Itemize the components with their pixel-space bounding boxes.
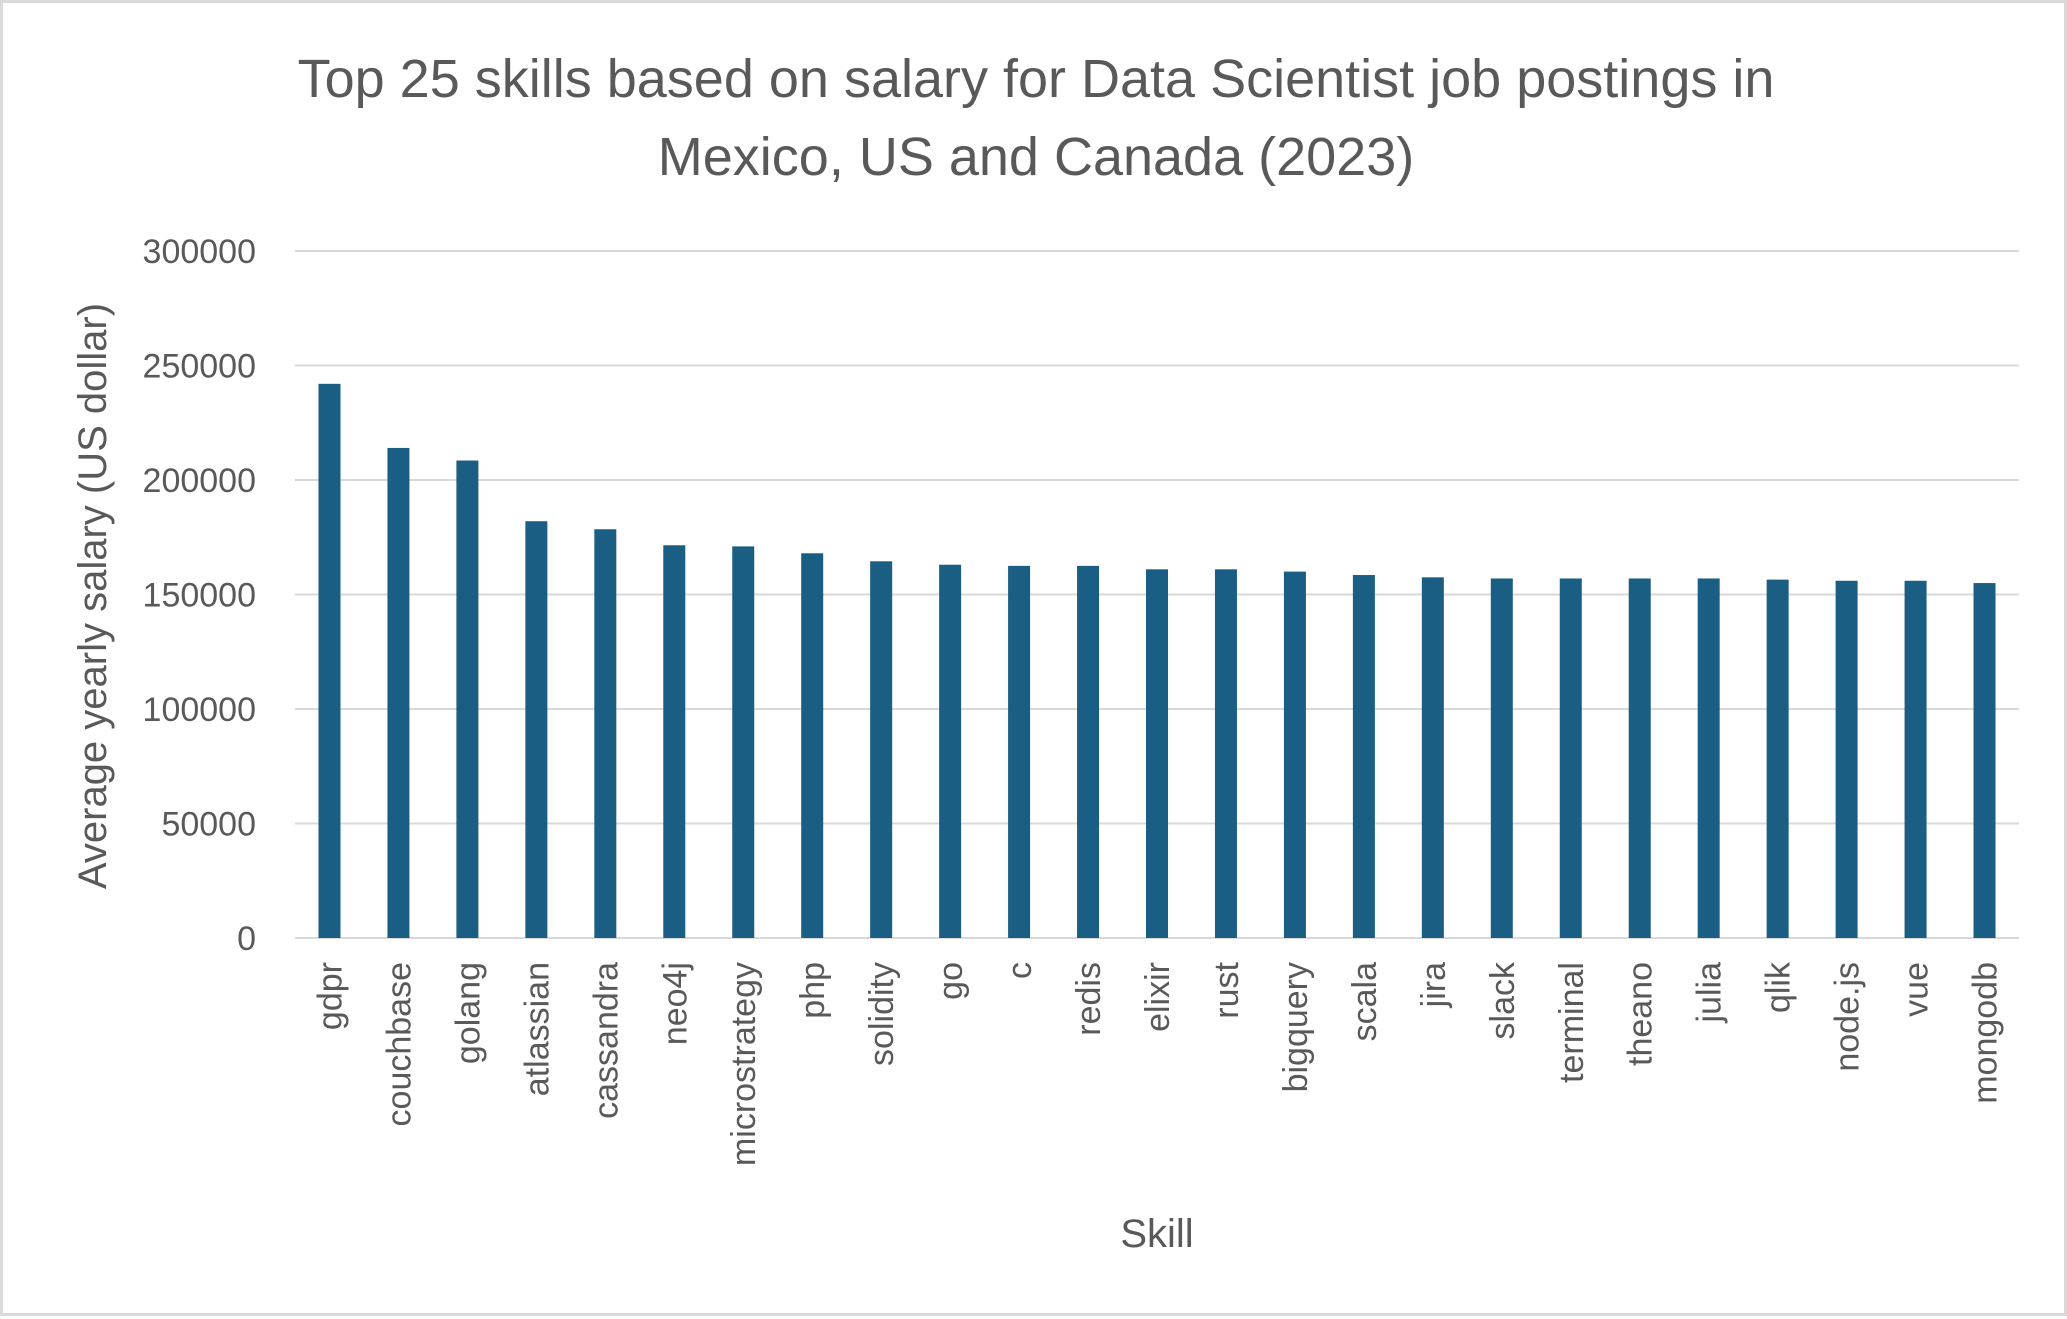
x-axis-title: Skill — [1120, 1212, 1193, 1256]
x-tick-label: couchbase — [380, 962, 418, 1126]
bar-terminal — [1559, 578, 1582, 938]
bar-couchbase — [387, 447, 410, 938]
y-tick-label: 0 — [237, 920, 256, 958]
bar-golang — [456, 460, 479, 938]
chart-title-line-2: Mexico, US and Canada (2023) — [658, 127, 1414, 187]
x-tick-label: atlassian — [518, 962, 556, 1096]
bar-elixir — [1146, 569, 1168, 938]
bar-chart: Top 25 skills based on salary for Data S… — [71, 49, 2019, 1256]
bar-microstrategy — [732, 546, 755, 938]
y-tick-label: 50000 — [161, 806, 256, 844]
x-axis-tick-labels: gdpr couchbase golang atlassian cassandra neo… — [311, 961, 2004, 1166]
x-tick-label: jira — [1415, 962, 1453, 1008]
x-tick-label: microstrategy — [725, 962, 763, 1166]
x-tick-label: go — [932, 962, 970, 1000]
bar-php — [801, 553, 824, 938]
x-tick-label: golang — [449, 962, 487, 1064]
bar-vue — [1904, 580, 1927, 938]
bar-atlassian — [525, 521, 548, 938]
x-tick-label: rust — [1208, 961, 1246, 1018]
x-tick-label: elixir — [1139, 962, 1177, 1032]
x-tick-label: cassandra — [587, 962, 625, 1119]
bar-qlik — [1766, 579, 1789, 938]
bar-cassandra — [594, 529, 617, 938]
bar-node-js — [1835, 580, 1858, 938]
bar-mongodb — [1973, 583, 1996, 938]
x-tick-label: mongodb — [1967, 962, 2005, 1104]
bar-gdpr — [318, 383, 341, 938]
y-tick-label: 150000 — [143, 577, 256, 615]
x-tick-label: node.js — [1829, 962, 1867, 1072]
x-tick-label: julia — [1691, 962, 1729, 1024]
bar-rust — [1214, 569, 1237, 938]
x-tick-label: scala — [1346, 962, 1384, 1041]
y-tick-label: 200000 — [143, 462, 256, 500]
y-axis-title: Average yearly salary (US dollar) — [71, 303, 115, 889]
bar-jira — [1421, 577, 1444, 938]
x-tick-label: qlik — [1760, 961, 1798, 1013]
x-tick-label: redis — [1070, 962, 1108, 1036]
bar-neo4j — [663, 545, 686, 938]
bar-theano — [1628, 578, 1651, 938]
x-tick-label: neo4j — [656, 962, 694, 1045]
y-tick-label: 250000 — [143, 348, 256, 386]
bar-go — [939, 564, 962, 938]
y-tick-label: 100000 — [143, 691, 256, 729]
bar-slack — [1490, 578, 1513, 938]
bar-redis — [1077, 565, 1100, 938]
x-tick-label: slack — [1484, 961, 1522, 1039]
bar-bigquery — [1283, 571, 1306, 938]
x-tick-label: c — [1001, 962, 1039, 979]
x-tick-label: gdpr — [311, 962, 349, 1030]
bar-scala — [1352, 575, 1375, 938]
bar-julia — [1697, 578, 1720, 938]
y-axis-tick-labels: 0 50000 100000 150000 200000 250000 300000 — [143, 233, 256, 958]
bar-solidity — [870, 561, 893, 938]
y-tick-label: 300000 — [143, 233, 256, 271]
x-tick-label: bigquery — [1277, 962, 1315, 1092]
x-tick-label: vue — [1898, 962, 1936, 1017]
chart-title-line-1: Top 25 skills based on salary for Data S… — [298, 49, 1775, 109]
x-tick-label: solidity — [863, 962, 901, 1066]
bars — [318, 383, 1996, 938]
x-tick-label: theano — [1622, 962, 1660, 1066]
x-tick-label: terminal — [1553, 962, 1591, 1083]
x-tick-label: php — [794, 962, 832, 1019]
bar-c — [1008, 565, 1031, 938]
